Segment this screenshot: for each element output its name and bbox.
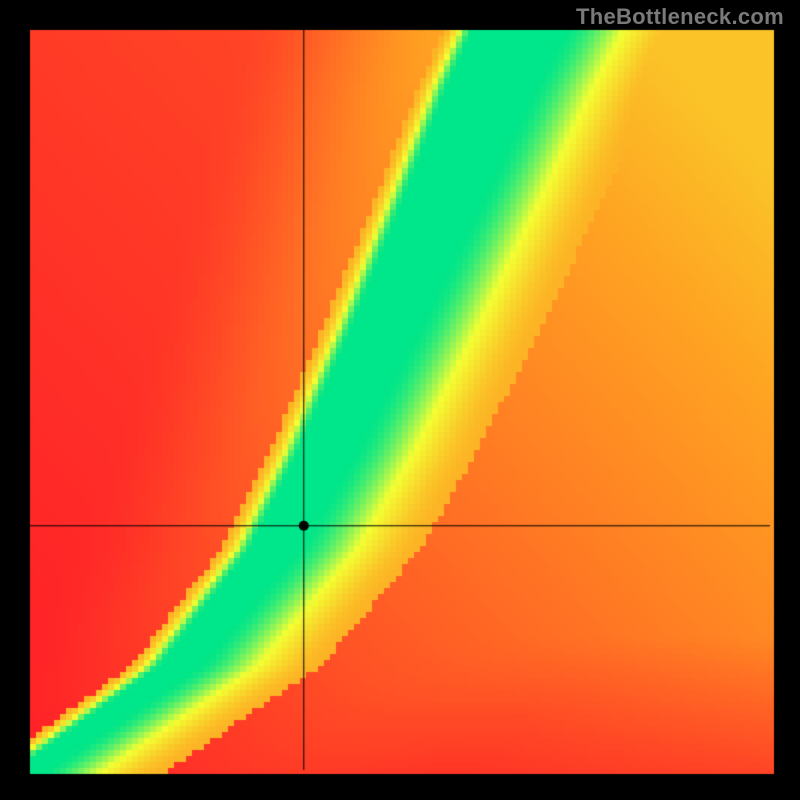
chart-stage: { "watermark": { "text": "TheBottleneck.… — [0, 0, 800, 800]
heatmap-canvas — [0, 0, 800, 800]
watermark-text: TheBottleneck.com — [576, 4, 784, 30]
